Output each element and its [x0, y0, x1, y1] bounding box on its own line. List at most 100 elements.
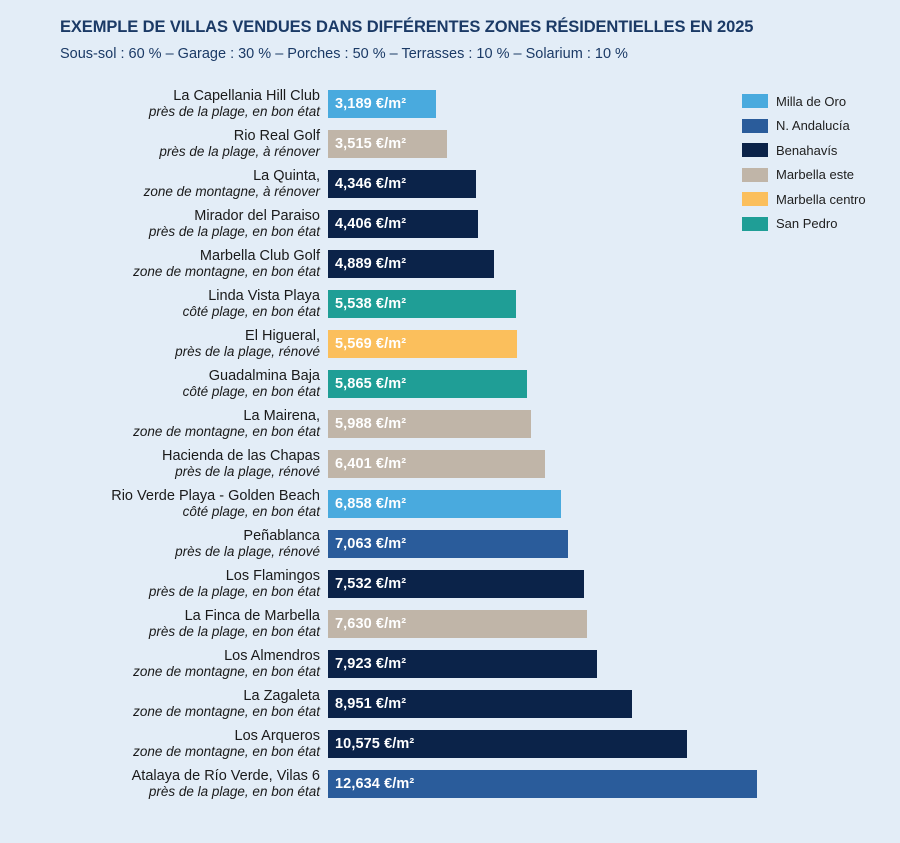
bar-row-name: Rio Real Golf [233, 128, 320, 144]
bar-row-name: La Finca de Marbella [184, 608, 320, 624]
bar-row: Hacienda de las Chapas près de la plage, … [0, 448, 900, 488]
bar-row-name: La Mairena, [243, 408, 320, 424]
bar: 4,406 €/m² [328, 210, 478, 238]
bar-row-label: El Higueral, près de la plage, rénové [0, 328, 320, 359]
chart-legend: Milla de Oro N. Andalucía Benahavís Marbell… [742, 89, 892, 236]
bar-row-name: Los Arqueros [234, 728, 320, 744]
bar-row-label: Guadalmina Baja côté plage, en bon état [0, 368, 320, 399]
legend-item-label: N. Andalucía [776, 118, 850, 133]
bar-row-sublabel: près de la plage, en bon état [148, 623, 320, 639]
bar-row-sublabel: près de la plage, rénové [175, 343, 320, 359]
bar-row-sublabel: côté plage, en bon état [182, 503, 320, 519]
bar-value-label: 3,189 €/m² [335, 96, 407, 112]
bar: 7,923 €/m² [328, 650, 597, 678]
bar-row-sublabel: zone de montagne, à rénover [143, 183, 320, 199]
bar-row-name: La Capellania Hill Club [173, 88, 320, 104]
bar: 6,858 €/m² [328, 490, 561, 518]
bar-row-label: Linda Vista Playa côté plage, en bon état [0, 288, 320, 319]
bar-value-label: 12,634 €/m² [335, 776, 415, 792]
bar-row-name: Hacienda de las Chapas [162, 448, 320, 464]
bar-row: La Capellania Hill Club près de la plage,… [0, 88, 900, 128]
legend-color-swatch-icon [742, 118, 768, 133]
bar-row-sublabel: côté plage, en bon état [182, 303, 320, 319]
bar-value-label: 7,630 €/m² [335, 616, 407, 632]
bar-row-name: Atalaya de Río Verde, Vilas 6 [131, 768, 320, 784]
chart-subtitle: Sous-sol : 60 % – Garage : 30 % – Porche… [60, 45, 628, 62]
bar-row-label: La Quinta, zone de montagne, à rénover [0, 168, 320, 199]
bar-value-label: 10,575 €/m² [335, 736, 415, 752]
bar-chart-plot-area: La Capellania Hill Club près de la plage,… [0, 88, 900, 808]
legend-item[interactable]: San Pedro [742, 212, 892, 236]
bar-row-name: El Higueral, [245, 328, 320, 344]
bar: 3,189 €/m² [328, 90, 436, 118]
bar-row-name: Mirador del Paraiso [194, 208, 320, 224]
bar-row-label: La Capellania Hill Club près de la plage,… [0, 88, 320, 119]
page-title: EXEMPLE DE VILLAS VENDUES DANS DIFFÉRENT… [60, 18, 754, 36]
bar-row-sublabel: près de la plage, à rénover [159, 143, 320, 159]
bar-row-sublabel: près de la plage, en bon état [148, 103, 320, 119]
bar: 3,515 €/m² [328, 130, 447, 158]
legend-item[interactable]: Milla de Oro [742, 89, 892, 113]
bar-row: La Quinta, zone de montagne, à rénover 4,3… [0, 168, 900, 208]
bar-row-sublabel: zone de montagne, en bon état [133, 663, 320, 679]
bar: 10,575 €/m² [328, 730, 687, 758]
bar: 7,532 €/m² [328, 570, 584, 598]
bar: 5,538 €/m² [328, 290, 516, 318]
bar: 6,401 €/m² [328, 450, 545, 478]
legend-item[interactable]: N. Andalucía [742, 114, 892, 138]
bar-value-label: 6,401 €/m² [335, 456, 407, 472]
bar-row-label: Los Arqueros zone de montagne, en bon éta… [0, 728, 320, 759]
bar-row: Marbella Club Golf zone de montagne, en b… [0, 248, 900, 288]
bar-row-label: La Mairena, zone de montagne, en bon état [0, 408, 320, 439]
bar-value-label: 8,951 €/m² [335, 696, 407, 712]
bar: 4,889 €/m² [328, 250, 494, 278]
bar: 5,569 €/m² [328, 330, 517, 358]
bar: 4,346 €/m² [328, 170, 476, 198]
bar-row-label: Marbella Club Golf zone de montagne, en b… [0, 248, 320, 279]
bar-value-label: 7,923 €/m² [335, 656, 407, 672]
bar-value-label: 7,532 €/m² [335, 576, 407, 592]
bar-row-sublabel: zone de montagne, en bon état [133, 703, 320, 719]
bar-value-label: 4,406 €/m² [335, 216, 407, 232]
bar-value-label: 3,515 €/m² [335, 136, 407, 152]
bar-row-name: Marbella Club Golf [199, 248, 320, 264]
bar-row-label: Hacienda de las Chapas près de la plage, … [0, 448, 320, 479]
bar-row-name: Linda Vista Playa [208, 288, 320, 304]
bar-row-name: Los Flamingos [225, 568, 320, 584]
bar-row-sublabel: près de la plage, en bon état [148, 583, 320, 599]
bar-value-label: 7,063 €/m² [335, 536, 407, 552]
bar-row-sublabel: près de la plage, rénové [175, 463, 320, 479]
bar-row: La Zagaleta zone de montagne, en bon état… [0, 688, 900, 728]
bar-row: La Finca de Marbella près de la plage, en… [0, 608, 900, 648]
bar-row-sublabel: zone de montagne, en bon état [133, 423, 320, 439]
bar-value-label: 5,865 €/m² [335, 376, 407, 392]
legend-item[interactable]: Marbella centro [742, 187, 892, 211]
legend-item-label: Benahavís [776, 142, 838, 158]
bar-row: Los Almendros zone de montagne, en bon ét… [0, 648, 900, 688]
bar-row-name: Guadalmina Baja [208, 368, 320, 384]
bar-row-label: Mirador del Paraiso près de la plage, en … [0, 208, 320, 239]
legend-item[interactable]: Benahavís [742, 138, 892, 162]
bar-row: Los Flamingos près de la plage, en bon ét… [0, 568, 900, 608]
bar-value-label: 4,346 €/m² [335, 176, 407, 192]
bar: 5,988 €/m² [328, 410, 531, 438]
bar-row-label: Rio Real Golf près de la plage, à rénover [0, 128, 320, 159]
bar-row-label: La Zagaleta zone de montagne, en bon état [0, 688, 320, 719]
legend-color-swatch-icon [742, 216, 768, 231]
bar-row-sublabel: zone de montagne, en bon état [133, 263, 320, 279]
bar-value-label: 4,889 €/m² [335, 256, 407, 272]
legend-color-swatch-icon [742, 143, 768, 157]
bar-row-label: Rio Verde Playa - Golden Beach côté plage… [0, 488, 320, 519]
bar-value-label: 5,988 €/m² [335, 416, 407, 432]
bar-row-sublabel: près de la plage, en bon état [148, 783, 320, 799]
bar-row-label: Peñablanca près de la plage, rénové [0, 528, 320, 559]
bar-row-sublabel: près de la plage, rénové [175, 543, 320, 559]
legend-item[interactable]: Marbella este [742, 163, 892, 187]
legend-item-label: Marbella centro [776, 191, 866, 207]
bar-row-name: Rio Verde Playa - Golden Beach [111, 488, 320, 504]
bar-row: Peñablanca près de la plage, rénové 7,063 … [0, 528, 900, 568]
legend-color-swatch-icon [742, 167, 768, 182]
legend-item-label: Milla de Oro [776, 93, 847, 109]
legend-item-label: Marbella este [776, 167, 855, 182]
